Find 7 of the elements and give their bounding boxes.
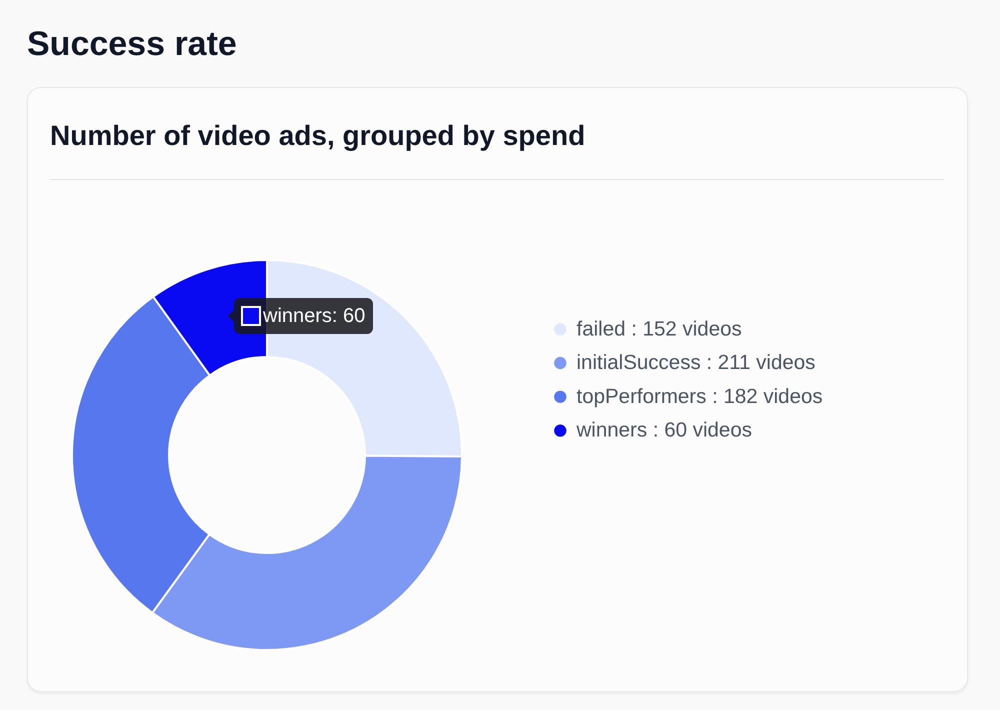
tooltip: winners: 60: [228, 298, 374, 334]
legend-label: topPerformers : 182 videos: [576, 384, 823, 408]
legend-label: winners : 60 videos: [576, 418, 752, 442]
legend-label: failed : 152 videos: [576, 317, 742, 340]
chart-title: Success rate: [27, 24, 237, 64]
legend-label: initialSuccess : 211 videos: [576, 351, 816, 374]
chart-subtitle: Number of video ads, grouped by spend: [50, 119, 586, 153]
